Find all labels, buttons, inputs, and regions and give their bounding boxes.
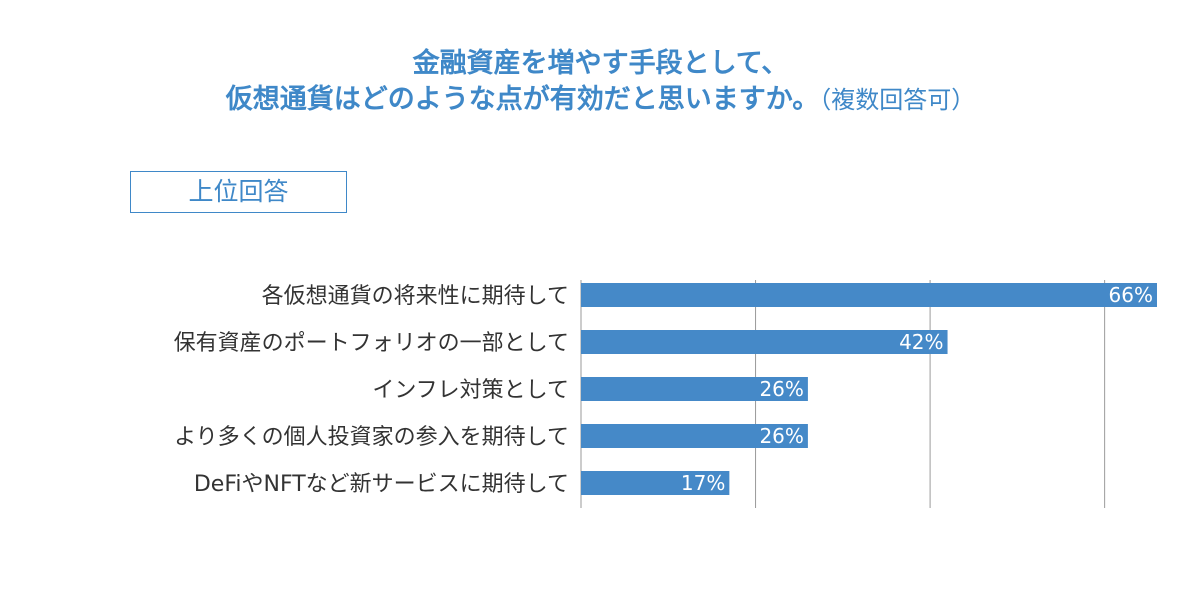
bar-2 <box>581 330 948 354</box>
category-label-1: 各仮想通貨の将来性に期待して <box>262 284 569 309</box>
category-label-2: 保有資産のポートフォリオの一部として <box>174 331 569 356</box>
value-label-3: 26% <box>759 377 803 401</box>
category-label-3: インフレ対策として <box>372 378 569 403</box>
value-label-4: 26% <box>759 424 803 448</box>
category-label-4: より多くの個人投資家の参入を期待して <box>174 425 569 450</box>
chart-title: 金融資産を増やす手段として、 仮想通貨はどのような点が有効だと思いますか。（複数… <box>0 46 1201 118</box>
value-label-2: 42% <box>899 330 943 354</box>
value-label-1: 66% <box>1109 283 1153 307</box>
bar-5 <box>581 471 730 495</box>
bars <box>581 283 1157 495</box>
title-line-1: 金融資産を増やす手段として、 <box>412 48 789 79</box>
category-labels: 各仮想通貨の将来性に期待して保有資産のポートフォリオの一部としてインフレ対策とし… <box>174 284 569 497</box>
value-labels: 66% 42% 26% 26% 17% <box>681 283 1153 495</box>
value-label-5: 17% <box>681 471 725 495</box>
title-note: （複数回答可） <box>819 86 976 114</box>
bar-1 <box>581 283 1157 307</box>
bar-4 <box>581 424 808 448</box>
title-line-2: 仮想通貨はどのような点が有効だと思いますか。（複数回答可） <box>0 82 1201 118</box>
category-label-5: DeFiやNFTなど新サービスに期待して <box>194 472 569 497</box>
top-answers-badge: 上位回答 <box>130 171 347 213</box>
title-line-2-main: 仮想通貨はどのような点が有効だと思いますか。 <box>225 84 820 115</box>
bar-3 <box>581 377 808 401</box>
